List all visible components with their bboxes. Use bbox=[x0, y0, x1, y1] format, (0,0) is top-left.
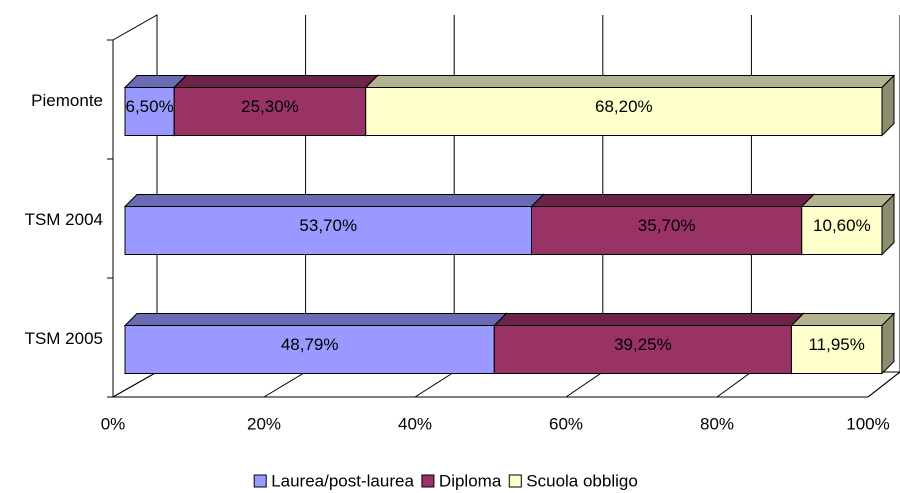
data-label: 68,20% bbox=[595, 97, 653, 116]
bar-top bbox=[123, 194, 545, 207]
floor-grid-line bbox=[112, 371, 158, 398]
x-tick-label: 60% bbox=[549, 414, 583, 433]
bar-side bbox=[881, 193, 895, 256]
bar-side bbox=[881, 312, 895, 375]
floor-grid-line bbox=[414, 371, 455, 398]
data-label: 10,60% bbox=[813, 216, 871, 235]
floor-grid-line bbox=[867, 371, 900, 398]
legend-label: Scuola obbligo bbox=[526, 471, 638, 490]
floor bbox=[111, 371, 900, 398]
x-tick-label: 80% bbox=[700, 414, 734, 433]
bar-top bbox=[493, 313, 805, 326]
floor-grid-line bbox=[263, 371, 306, 398]
floor-grid-line bbox=[565, 371, 604, 398]
bar bbox=[124, 325, 495, 374]
x-tick-label: 20% bbox=[247, 414, 281, 433]
data-label: 39,25% bbox=[614, 335, 672, 354]
data-label: 25,30% bbox=[241, 97, 299, 116]
bar-top bbox=[530, 194, 815, 207]
bar bbox=[124, 206, 533, 255]
y-tick-label: Piemonte bbox=[31, 91, 103, 110]
data-label: 48,79% bbox=[281, 335, 339, 354]
legend-swatch bbox=[508, 474, 522, 488]
x-tick-label: 0% bbox=[101, 414, 126, 433]
bar-segment bbox=[530, 193, 815, 256]
legend-label: Laurea/post-laurea bbox=[271, 471, 414, 490]
legend-swatch bbox=[253, 474, 267, 488]
x-tick-label: 40% bbox=[398, 414, 432, 433]
bar-top bbox=[364, 75, 896, 88]
data-label: 11,95% bbox=[808, 335, 864, 354]
bar-segment bbox=[790, 312, 896, 375]
y-tick-label: TSM 2005 bbox=[25, 329, 103, 348]
bar bbox=[790, 325, 883, 374]
bar-side bbox=[881, 74, 895, 137]
bar bbox=[493, 325, 792, 374]
legend-swatch bbox=[421, 474, 435, 488]
bar-top bbox=[790, 313, 896, 326]
bar-top bbox=[800, 194, 896, 207]
y-tick-label: TSM 2004 bbox=[25, 210, 103, 229]
bar bbox=[531, 206, 803, 255]
bar-top bbox=[123, 313, 508, 326]
x-tick-label: 100% bbox=[846, 414, 889, 433]
bar-segment bbox=[800, 193, 896, 256]
bar bbox=[124, 87, 175, 136]
bar bbox=[365, 87, 883, 136]
data-label: 53,70% bbox=[299, 216, 357, 235]
floor-grid-line bbox=[716, 371, 752, 398]
data-label: 6,50% bbox=[126, 97, 174, 116]
bar-top bbox=[172, 75, 379, 88]
legend-label: Diploma bbox=[439, 471, 502, 490]
legend: Laurea/post-laurea Diploma Scuola obbligo bbox=[253, 471, 638, 490]
data-label: 35,70% bbox=[638, 216, 696, 235]
bar-segment bbox=[364, 74, 896, 137]
